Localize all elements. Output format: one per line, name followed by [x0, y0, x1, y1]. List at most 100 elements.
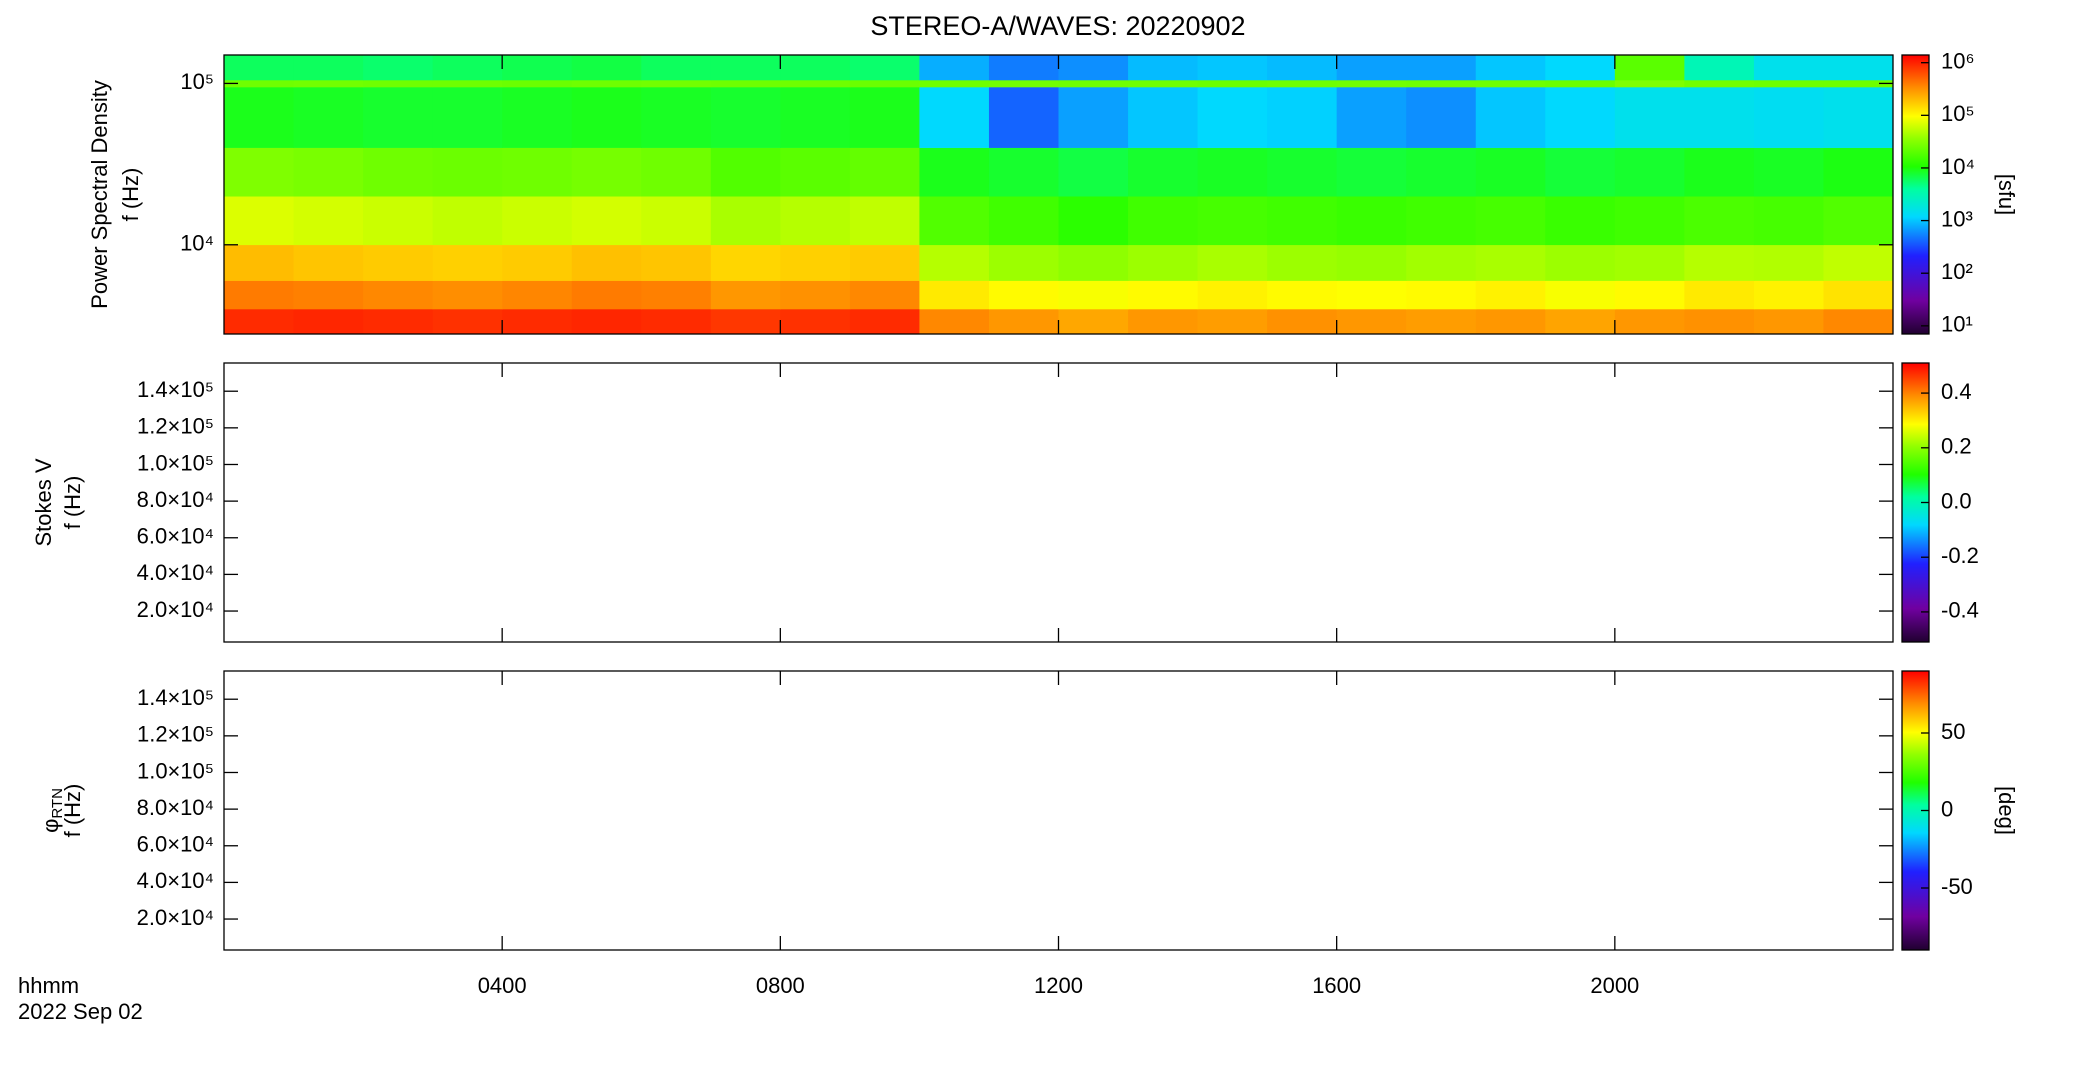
heatmap-cell	[641, 309, 712, 335]
y-tick-label: 10⁵	[180, 69, 214, 94]
colorbar-tick-label: 10³	[1941, 206, 1973, 231]
heatmap-cell	[1197, 147, 1268, 197]
x-axis-date: 2022 Sep 02	[18, 999, 143, 1024]
heatmap-cell	[293, 79, 364, 88]
heatmap-cell	[1336, 87, 1407, 148]
heatmap-cell	[1684, 147, 1755, 197]
heatmap-cell	[1128, 87, 1199, 148]
colorbar-label: [sfu]	[1994, 174, 2019, 216]
heatmap-cell	[1475, 309, 1546, 335]
colorbar-label: [deg]	[1994, 786, 2019, 835]
heatmap-cell	[363, 309, 434, 335]
heatmap-cell	[1614, 196, 1685, 246]
heatmap-cell	[571, 147, 642, 197]
x-tick-label: 2000	[1590, 973, 1639, 998]
heatmap-cell	[849, 147, 920, 197]
heatmap-cell	[1475, 196, 1546, 246]
heatmap-cell	[641, 55, 712, 81]
heatmap-cell	[849, 280, 920, 310]
colorbar-tick-label: 10⁵	[1941, 101, 1975, 126]
x-tick-label: 0400	[478, 973, 527, 998]
heatmap-cell	[224, 244, 295, 281]
y-axis-label: f (Hz)	[60, 476, 85, 530]
heatmap-cell	[1475, 244, 1546, 281]
heatmap-cell	[988, 280, 1059, 310]
heatmap-cell	[502, 196, 573, 246]
heatmap-cell	[849, 309, 920, 335]
heatmap-cell	[1684, 55, 1755, 81]
y-tick-label: 4.0×10⁴	[137, 560, 214, 585]
heatmap-cell	[224, 87, 295, 148]
heatmap-cell	[1545, 309, 1616, 335]
heatmap-cell	[293, 280, 364, 310]
heatmap-cell	[1336, 147, 1407, 197]
colorbar-tick-label: 0.2	[1941, 434, 1972, 459]
heatmap-cell	[224, 147, 295, 197]
heatmap-cell	[1058, 55, 1129, 81]
heatmap-cell	[1267, 87, 1338, 148]
heatmap-cell	[1128, 147, 1199, 197]
heatmap-cell	[1475, 280, 1546, 310]
heatmap-cell	[224, 55, 295, 81]
heatmap-cell	[1684, 309, 1755, 335]
heatmap-cell	[710, 244, 781, 281]
heatmap-cell	[1684, 87, 1755, 148]
y-axis-label: f (Hz)	[60, 784, 85, 838]
heatmap-cell	[780, 244, 851, 281]
heatmap-cell	[1753, 196, 1824, 246]
heatmap-cell	[1545, 244, 1616, 281]
heatmap-cell	[1545, 79, 1616, 88]
heatmap-cell	[1197, 55, 1268, 81]
heatmap-cell	[1753, 309, 1824, 335]
heatmap-cell	[1406, 87, 1477, 148]
heatmap-cell	[988, 79, 1059, 88]
heatmap-cell	[1267, 196, 1338, 246]
heatmap-cell	[1475, 87, 1546, 148]
y-tick-label: 8.0×10⁴	[137, 487, 214, 512]
heatmap-cell	[1823, 147, 1894, 197]
heatmap-cell	[1128, 280, 1199, 310]
heatmap-cell	[502, 55, 573, 81]
heatmap-cell	[780, 309, 851, 335]
heatmap-cell	[224, 280, 295, 310]
heatmap-cell	[571, 87, 642, 148]
heatmap-cell	[224, 196, 295, 246]
heatmap-cell	[432, 244, 503, 281]
heatmap-cell	[988, 147, 1059, 197]
heatmap-cell	[1614, 309, 1685, 335]
colorbar-tick-label: 10²	[1941, 259, 1973, 284]
y-axis-label-text: f (Hz)	[60, 784, 85, 838]
colorbar-tick-label: -0.2	[1941, 543, 1979, 568]
heatmap-cell	[1684, 196, 1755, 246]
heatmap-cell	[1267, 79, 1338, 88]
x-tick-label: 0800	[756, 973, 805, 998]
heatmap-cell	[1406, 196, 1477, 246]
heatmap-cell	[432, 309, 503, 335]
y-axis-label-text: φ	[38, 819, 63, 833]
heatmap-cell	[849, 55, 920, 81]
heatmap-cell	[1058, 196, 1129, 246]
colorbar-tick-label: 0	[1941, 796, 1953, 821]
heatmap-cell	[1753, 147, 1824, 197]
heatmap-cell	[1614, 280, 1685, 310]
heatmap-cell	[710, 309, 781, 335]
heatmap-cell	[293, 147, 364, 197]
heatmap-cell	[641, 280, 712, 310]
heatmap-cell	[1128, 55, 1199, 81]
heatmap-cell	[1197, 196, 1268, 246]
y-tick-label: 6.0×10⁴	[137, 832, 214, 857]
heatmap-cell	[432, 87, 503, 148]
heatmap-cell	[1823, 87, 1894, 148]
heatmap-cell	[1614, 79, 1685, 88]
y-axis-label: Stokes V	[31, 458, 56, 546]
heatmap-cell	[849, 79, 920, 88]
heatmap-cell	[1545, 196, 1616, 246]
x-tick-label: 1200	[1034, 973, 1083, 998]
heatmap-cell	[363, 280, 434, 310]
heatmap-cell	[919, 87, 990, 148]
heatmap-cell	[1197, 309, 1268, 335]
colorbar-tick-label: 10¹	[1941, 312, 1973, 337]
heatmap-cell	[571, 79, 642, 88]
heatmap-cell	[1197, 280, 1268, 310]
heatmap-cell	[224, 309, 295, 335]
